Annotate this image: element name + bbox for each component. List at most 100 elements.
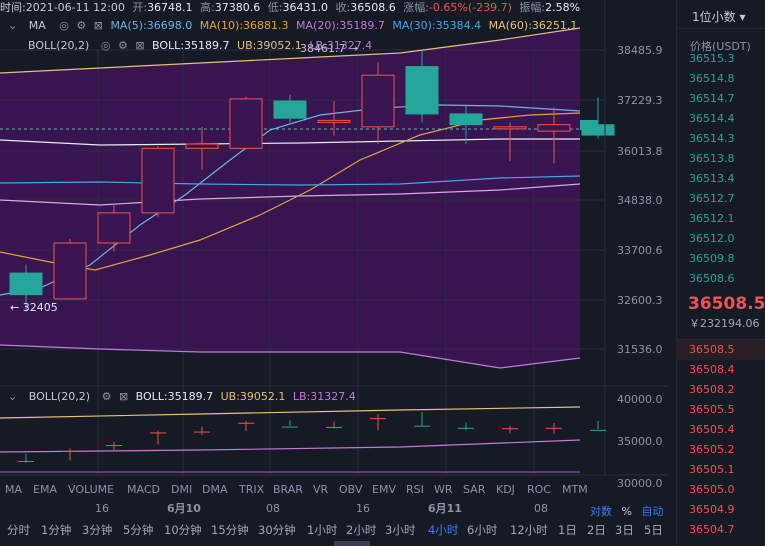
bid-price[interactable]: 36505.5	[689, 403, 735, 416]
timeframe-9[interactable]: 3小时	[385, 523, 416, 537]
gear-icon[interactable]: ⚙	[117, 39, 128, 52]
bid-price[interactable]: 36508.4	[689, 363, 735, 376]
ma-label: MA	[28, 19, 46, 32]
ask-price[interactable]: 36512.1	[689, 212, 735, 225]
depth-select[interactable]: 1位小数 ▾	[692, 10, 746, 24]
percent-scale-toggle[interactable]: %	[621, 505, 632, 518]
boll-lower-line	[0, 344, 581, 369]
indicator-tab-roc[interactable]: ROC	[527, 482, 551, 496]
price-column-header: 价格(USDT)	[690, 40, 751, 53]
ask-price[interactable]: 36514.3	[689, 132, 735, 145]
bid-price[interactable]: 36505.2	[689, 443, 735, 456]
time-axis-label: 6月10	[167, 502, 201, 515]
auto-scale-toggle[interactable]: 自动	[641, 505, 664, 518]
collapse-icon[interactable]: ⌄	[8, 19, 18, 32]
time-axis-label: 08	[266, 502, 280, 515]
bid-price[interactable]: 36508.2	[689, 383, 735, 396]
timeframe-1[interactable]: 1分钟	[41, 523, 72, 537]
indicator-tab-trix[interactable]: TRIX	[239, 482, 265, 496]
gear-icon[interactable]: ⚙	[76, 19, 87, 32]
high-marker: 38461.7 →	[300, 42, 358, 55]
indicator-tab-kdj[interactable]: KDJ	[496, 482, 515, 496]
indicator-tab-emv[interactable]: EMV	[372, 482, 396, 496]
indicator-tab-volume[interactable]: VOLUME	[68, 482, 115, 496]
timeframe-10[interactable]: 4小时	[428, 523, 459, 537]
sub-axis-label: 35000.0	[617, 435, 663, 448]
eye-icon[interactable]: ◎	[100, 39, 111, 52]
timeframe-4[interactable]: 10分钟	[164, 523, 202, 537]
timeframe-11[interactable]: 6小时	[467, 523, 498, 537]
last-price: 36508.5	[688, 294, 765, 314]
indicator-tab-vr[interactable]: VR	[313, 482, 329, 496]
sub-axis-label: 30000.0	[617, 477, 663, 490]
timeframe-8[interactable]: 2小时	[346, 523, 377, 537]
indicator-tab-mtm[interactable]: MTM	[562, 482, 588, 496]
indicator-tab-macd[interactable]: MACD	[127, 482, 160, 496]
price-axis-label: 32600.3	[617, 294, 663, 307]
timeframe-14[interactable]: 2日	[587, 523, 606, 537]
candle-body	[449, 113, 483, 126]
collapse-icon[interactable]: ⌄	[8, 390, 18, 403]
timeframe-2[interactable]: 3分钟	[82, 523, 113, 537]
time-axis-label: 16	[95, 502, 109, 515]
timeframe-15[interactable]: 3日	[615, 523, 634, 537]
ma60-value: MA(60):36251.1	[488, 19, 578, 32]
timeframe-16[interactable]: 5日	[644, 523, 663, 537]
bid-price[interactable]: 36505.4	[689, 423, 735, 436]
ma20-value: MA(20):35189.7	[296, 19, 385, 32]
ask-price[interactable]: 36512.0	[689, 232, 735, 245]
close-value: 36508.6	[350, 1, 396, 14]
timeframe-0[interactable]: 分时	[7, 523, 30, 537]
indicator-tab-obv[interactable]: OBV	[339, 482, 363, 496]
ask-price[interactable]: 36514.8	[689, 72, 735, 85]
scroll-handle[interactable]	[334, 541, 370, 546]
ask-price[interactable]: 36508.6	[689, 272, 735, 285]
timeframe-6[interactable]: 30分钟	[258, 523, 296, 537]
indicator-tab-sar[interactable]: SAR	[463, 482, 486, 496]
low-value: 36431.0	[282, 1, 329, 14]
indicator-tab-wr[interactable]: WR	[434, 482, 453, 496]
ask-price[interactable]: 36509.8	[689, 252, 735, 265]
ma30-value: MA(30):35384.4	[392, 19, 482, 32]
log-scale-toggle[interactable]: 对数	[590, 505, 612, 518]
indicator-tab-ema[interactable]: EMA	[33, 482, 57, 496]
timeframe-5[interactable]: 15分钟	[211, 523, 249, 537]
bid-price[interactable]: 36505.1	[689, 463, 735, 476]
ask-price[interactable]: 36515.3	[689, 52, 735, 65]
indicator-tab-ma[interactable]: MA	[5, 482, 23, 496]
ask-price[interactable]: 36514.7	[689, 92, 735, 105]
close-icon[interactable]: ⊠	[135, 39, 145, 52]
bid-price[interactable]: 36504.7	[689, 523, 735, 536]
ask-price[interactable]: 36514.4	[689, 112, 735, 125]
ask-price[interactable]: 36512.7	[689, 192, 735, 205]
chart-area[interactable]: 38461.7 → ← 32405 38485.9 37229.3 36013.8 348…	[0, 0, 668, 546]
timeframe-7[interactable]: 1小时	[307, 523, 338, 537]
ma5-value: MA(5):36698.0	[110, 19, 193, 32]
bid-price[interactable]: 36504.9	[689, 503, 735, 516]
indicator-tab-dmi[interactable]: DMI	[171, 482, 193, 496]
time-axis-label: 6月11	[428, 502, 462, 515]
timeframe-13[interactable]: 1日	[558, 523, 577, 537]
timeframe-12[interactable]: 12小时	[510, 523, 548, 537]
ask-price[interactable]: 36513.4	[689, 172, 735, 185]
boll-mid-value: BOLL:35189.7	[152, 39, 230, 52]
close-icon[interactable]: ⊠	[118, 390, 129, 403]
ma30-line	[0, 175, 581, 186]
indicator-tab-brar[interactable]: BRAR	[273, 482, 303, 496]
ask-price[interactable]: 36513.8	[689, 152, 735, 165]
eye-icon[interactable]: ◎	[59, 19, 69, 32]
chevron-down-icon: ▾	[739, 10, 746, 24]
bid-price[interactable]: 36508.5	[676, 340, 765, 360]
close-icon[interactable]: ⊠	[93, 19, 103, 32]
ma10-value: MA(10):36881.3	[199, 19, 289, 32]
gear-icon[interactable]: ⚙	[101, 390, 112, 403]
indicator-tab-dma[interactable]: DMA	[202, 482, 228, 496]
low-marker: ← 32405	[10, 301, 58, 314]
candle-body	[405, 66, 439, 115]
indicator-tab-rsi[interactable]: RSI	[406, 482, 424, 496]
kline-chart[interactable]: 38461.7 → ← 32405 38485.9 37229.3 36013.8 348…	[0, 0, 668, 546]
bid-price[interactable]: 36505.0	[689, 483, 735, 496]
timeframe-3[interactable]: 5分钟	[123, 523, 154, 537]
ma20-line	[0, 183, 581, 206]
boll-band-fill	[0, 28, 580, 368]
